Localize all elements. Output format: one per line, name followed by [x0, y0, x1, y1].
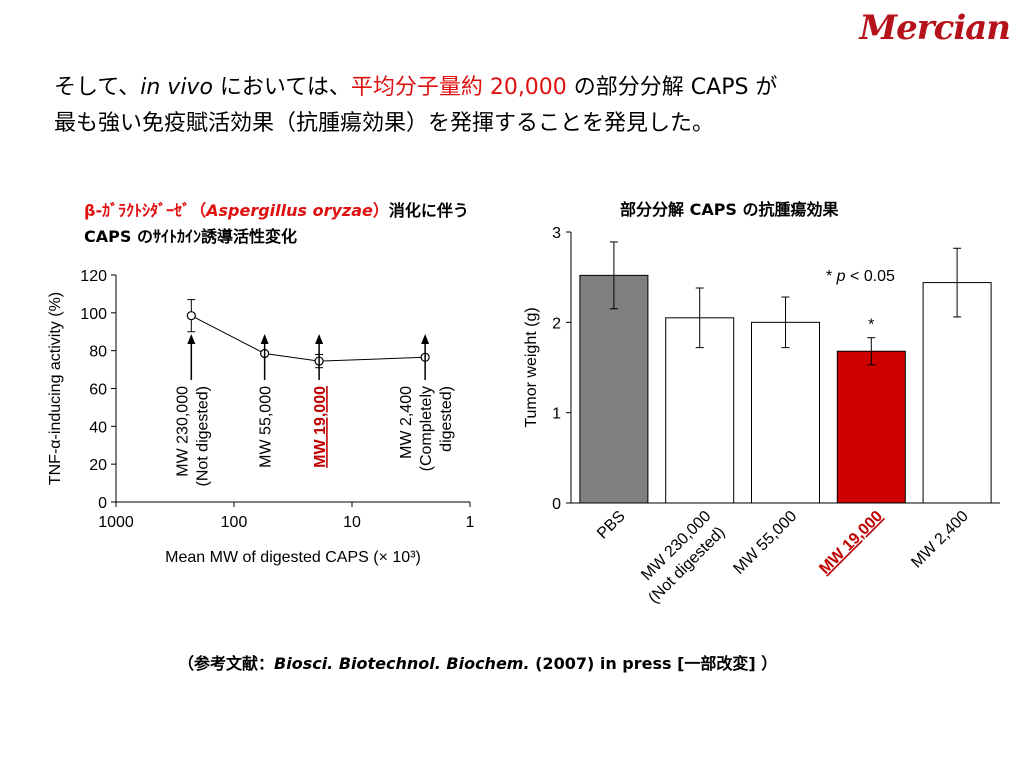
category-label: PBS	[594, 508, 629, 543]
bar	[922, 282, 992, 504]
annotation-label: (Not digested)	[194, 386, 211, 487]
headline-line-2: 最も強い免疫賦活効果（抗腫瘍効果）を発揮することを発見した。	[54, 111, 715, 136]
arrow-head	[260, 334, 269, 344]
arrow-head	[315, 334, 324, 344]
y-tick-label: 120	[80, 268, 107, 285]
mw-annotation: MW 2,400 (Completely digested)	[398, 334, 455, 471]
mw-annotation: MW 55,000	[258, 334, 275, 468]
data-point	[186, 311, 196, 321]
mercian-logo: Mercian	[859, 8, 1011, 48]
annotation-label: MW 230,000	[174, 386, 191, 477]
y-tick-label: 20	[89, 457, 107, 474]
x-tick-label: 1	[466, 514, 475, 531]
x-tick-label: 100	[221, 514, 248, 531]
headline-line-1: そして、in vivo においては、平均分子量約 20,000 の部分分解 CA…	[54, 75, 778, 100]
category-label: MW 19,000	[816, 508, 886, 578]
annotation-label: (Completely	[418, 386, 435, 471]
annotation-label: MW 19,000	[312, 386, 329, 468]
category-label: MW 55,000	[730, 508, 800, 578]
annotation-label: digested)	[438, 386, 455, 452]
y-tick-label: 100	[80, 306, 107, 323]
y-tick-label: 0	[98, 495, 107, 512]
annotation-label: MW 2,400	[398, 386, 415, 459]
y-tick-label: 40	[89, 419, 107, 436]
y-tick-label: 2	[552, 315, 561, 332]
mw-annotation: MW 230,000 (Not digested)	[174, 334, 211, 487]
mw-annotation: MW 19,000	[312, 334, 329, 468]
y-axis-title: Tumor weight (g)	[523, 307, 540, 427]
right-chart-title: 部分分解 CAPS の抗腫瘍効果	[620, 200, 839, 219]
reference-citation: （参考文献：Biosci. Biotechnol. Biochem. (2007…	[178, 654, 778, 673]
x-tick-label: 10	[343, 514, 361, 531]
series-line	[191, 315, 426, 362]
significance-star: *	[868, 317, 874, 334]
slide-headline: そして、in vivo においては、平均分子量約 20,000 の部分分解 CA…	[54, 70, 954, 142]
y-tick-label: 1	[552, 406, 561, 423]
y-tick-label: 3	[552, 225, 561, 242]
bar	[751, 321, 820, 504]
y-axis-title: TNF-α-inducing activity (%)	[47, 292, 64, 485]
y-tick-label: 0	[552, 496, 561, 513]
y-tick-label: 60	[89, 382, 107, 399]
x-tick-label: 1000	[98, 514, 134, 531]
y-tick-label: 80	[89, 344, 107, 361]
bar	[836, 350, 906, 504]
annotation-label: MW 55,000	[258, 386, 275, 468]
left-chart-title: β-ｶﾞﾗｸﾄｼﾀﾞｰｾﾞ（Aspergillus oryzae）消化に伴う C…	[84, 201, 469, 246]
arrow-head	[187, 334, 196, 344]
arrow-head	[421, 334, 430, 344]
highlight-text: 平均分子量約 20,000	[350, 75, 567, 100]
category-label: MW 2,400	[908, 508, 972, 572]
significance-legend: * p < 0.05	[826, 268, 895, 285]
x-axis-title: Mean MW of digested CAPS (× 10³)	[165, 549, 421, 566]
bar	[579, 274, 649, 504]
bar	[665, 317, 735, 504]
